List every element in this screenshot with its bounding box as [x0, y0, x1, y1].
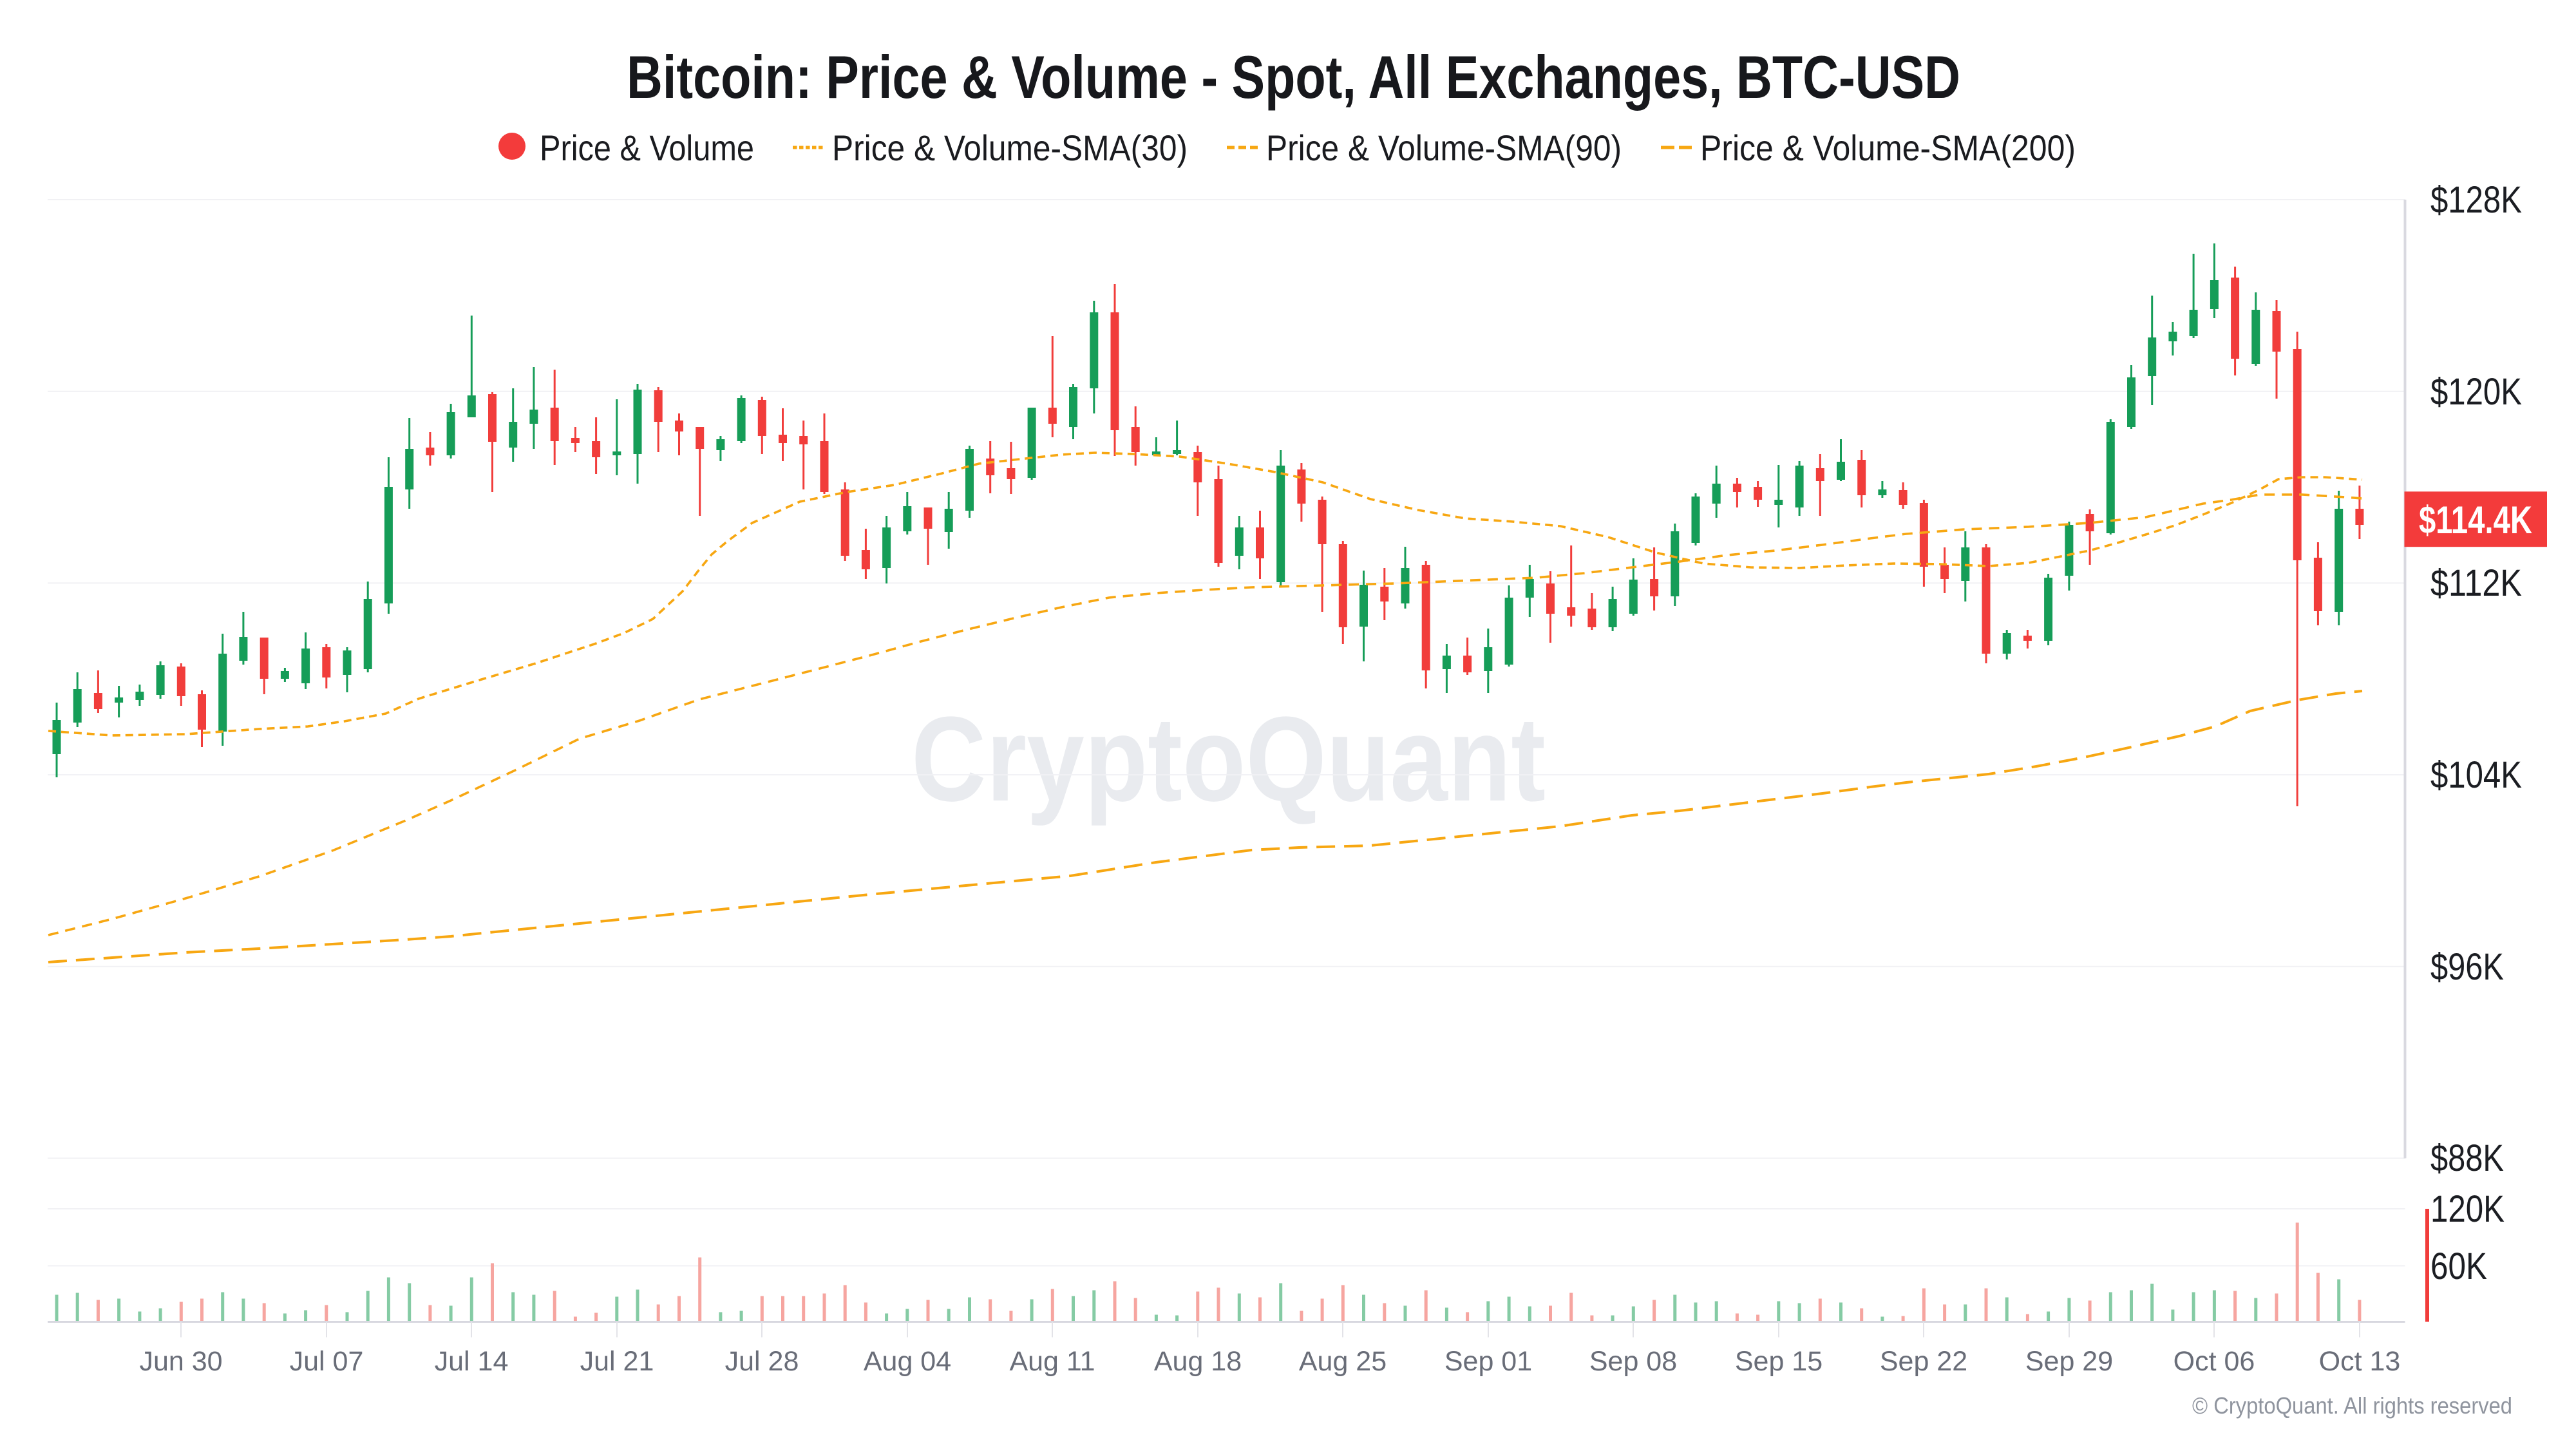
svg-text:Price & Volume: Price & Volume — [540, 128, 754, 168]
svg-text:Sep 22: Sep 22 — [1880, 1346, 1967, 1377]
svg-text:$112K: $112K — [2430, 562, 2522, 604]
svg-text:Price & Volume-SMA(200): Price & Volume-SMA(200) — [1700, 128, 2076, 168]
svg-text:Aug 18: Aug 18 — [1154, 1346, 1242, 1377]
svg-text:Jul 21: Jul 21 — [580, 1346, 654, 1377]
svg-text:Jul 14: Jul 14 — [435, 1346, 509, 1377]
svg-text:Jul 28: Jul 28 — [725, 1346, 799, 1377]
svg-text:Price & Volume-SMA(30): Price & Volume-SMA(30) — [832, 128, 1188, 168]
svg-text:$96K: $96K — [2430, 946, 2504, 988]
svg-text:Aug 25: Aug 25 — [1299, 1346, 1387, 1377]
svg-text:Sep 01: Sep 01 — [1444, 1346, 1532, 1377]
svg-text:Price & Volume-SMA(90): Price & Volume-SMA(90) — [1266, 128, 1622, 168]
svg-text:$104K: $104K — [2430, 754, 2522, 796]
svg-text:$128K: $128K — [2430, 179, 2522, 221]
svg-text:120K: 120K — [2430, 1188, 2505, 1230]
svg-text:$120K: $120K — [2430, 371, 2522, 413]
svg-text:Bitcoin: Price & Volume - Spot: Bitcoin: Price & Volume - Spot, All Exch… — [627, 43, 1960, 111]
svg-text:60K: 60K — [2430, 1245, 2487, 1287]
svg-text:Aug 04: Aug 04 — [864, 1346, 951, 1377]
svg-text:Oct 13: Oct 13 — [2319, 1346, 2401, 1377]
svg-text:Sep 08: Sep 08 — [1589, 1346, 1677, 1377]
svg-text:Jul 07: Jul 07 — [290, 1346, 364, 1377]
svg-text:Sep 15: Sep 15 — [1735, 1346, 1823, 1377]
svg-text:Jun 30: Jun 30 — [139, 1346, 222, 1377]
svg-text:$88K: $88K — [2430, 1137, 2504, 1179]
svg-text:Sep 29: Sep 29 — [2025, 1346, 2113, 1377]
svg-text:Oct 06: Oct 06 — [2174, 1346, 2255, 1377]
svg-text:CryptoQuant: CryptoQuant — [911, 692, 1546, 826]
svg-text:$114.4K: $114.4K — [2419, 498, 2532, 542]
svg-text:Aug 11: Aug 11 — [1009, 1346, 1095, 1377]
svg-text:© CryptoQuant. All rights rese: © CryptoQuant. All rights reserved — [2192, 1392, 2512, 1419]
